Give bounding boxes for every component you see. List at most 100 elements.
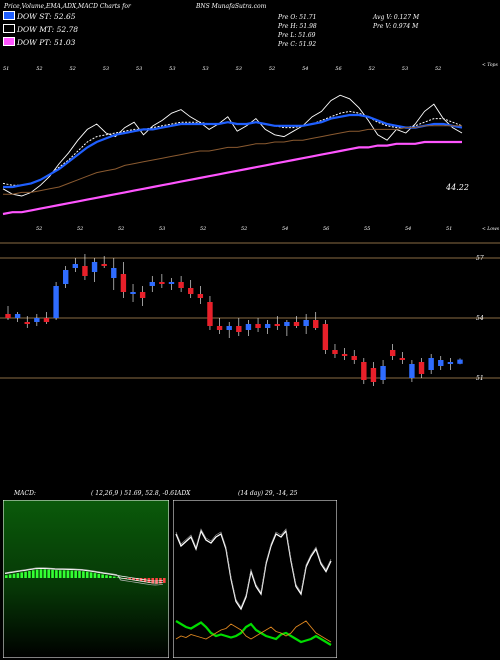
macd-signal-line bbox=[4, 567, 164, 586]
candle-body bbox=[159, 282, 165, 284]
ytick-51: 51 bbox=[476, 375, 484, 382]
legend-label: DOW PT: 51.03 bbox=[17, 38, 76, 47]
info-pre-open: Pre O: 51.71 bbox=[278, 14, 317, 21]
legend-dow-mt: DOW MT: 52.78 bbox=[3, 24, 78, 35]
macd-chart bbox=[3, 500, 169, 658]
candle-body bbox=[63, 270, 69, 284]
macd-histogram-bar bbox=[12, 573, 16, 578]
candle-body bbox=[409, 364, 415, 378]
macd-histogram-bar bbox=[43, 569, 47, 578]
top-tick-label: 52 bbox=[69, 66, 75, 72]
macd-histogram-bar bbox=[16, 573, 20, 578]
candle-body bbox=[43, 318, 50, 322]
top-tick-label: 53 bbox=[236, 66, 242, 72]
top-tick-label: 52 bbox=[36, 66, 42, 72]
macd-histogram-bar bbox=[128, 578, 131, 580]
series-line-ema-fast bbox=[2, 110, 463, 186]
macd-histogram-bar bbox=[70, 570, 74, 578]
macd-histogram-bar bbox=[82, 571, 85, 578]
macd-histogram-bar bbox=[8, 574, 12, 578]
candle-body bbox=[284, 322, 290, 326]
macd-histogram-bar bbox=[51, 569, 54, 578]
series-line-price bbox=[2, 94, 463, 197]
candle-body bbox=[14, 314, 21, 318]
info-pre-high: Pre H: 51.98 bbox=[278, 23, 317, 30]
bottom-tick-label: 52 bbox=[77, 226, 83, 232]
legend-label: DOW MT: 52.78 bbox=[17, 25, 79, 34]
candle-body bbox=[82, 266, 88, 276]
bottom-tick-label: 54 bbox=[405, 226, 411, 232]
candle-body bbox=[188, 288, 194, 294]
top-tick-label: 52 bbox=[435, 66, 441, 72]
candle-body bbox=[5, 314, 11, 318]
macd-params: ( 12,26,9 ) 51.69, 52.8, -0.61 bbox=[91, 490, 178, 497]
candle-body bbox=[101, 264, 107, 266]
legend-swatch bbox=[3, 24, 15, 33]
legend-label: DOW ST: 52.65 bbox=[17, 12, 76, 21]
candle-body bbox=[197, 294, 204, 298]
macd-histogram-bar bbox=[136, 578, 139, 581]
candle-body bbox=[389, 350, 396, 356]
macd-histogram-bar bbox=[20, 572, 24, 578]
adx-label: ADX bbox=[177, 490, 191, 497]
macd-histogram-bar bbox=[47, 569, 50, 578]
candle-body bbox=[178, 282, 184, 288]
adx-background bbox=[173, 500, 337, 658]
macd-histogram-bar bbox=[66, 570, 70, 578]
lows-label: < Lows bbox=[482, 226, 500, 232]
candle-body bbox=[447, 362, 454, 364]
info-pre-close: Pre C: 51.92 bbox=[278, 41, 317, 48]
candle-body bbox=[418, 362, 425, 374]
macd-histogram-bar bbox=[93, 573, 97, 578]
top-tick-label: 53 bbox=[402, 66, 408, 72]
bottom-tick-label: 53 bbox=[159, 226, 165, 232]
info-pre-volume: Pre V: 0.974 M bbox=[373, 23, 419, 30]
candle-body bbox=[399, 358, 405, 360]
candle-body bbox=[264, 324, 271, 328]
candle-body bbox=[34, 318, 40, 322]
macd-histogram-bar bbox=[109, 575, 112, 578]
macd-histogram-bar bbox=[132, 578, 135, 581]
candle-body bbox=[24, 322, 30, 324]
candle-body bbox=[293, 322, 300, 326]
candle-body bbox=[149, 282, 155, 286]
macd-histogram-bar bbox=[55, 570, 58, 578]
macd-label: MACD: bbox=[14, 490, 36, 497]
macd-histogram-bar bbox=[105, 575, 108, 578]
candlestick-chart: 57 54 51 bbox=[0, 242, 500, 386]
macd-histogram-bar bbox=[163, 578, 166, 583]
candle-body bbox=[370, 368, 377, 382]
ema-chart: < Tops < Lows 44.22 51 52 52 53 53 53 53 53 52 54… bbox=[2, 62, 500, 232]
macd-histogram-bar bbox=[139, 578, 143, 582]
macd-signal-line bbox=[4, 568, 164, 582]
tops-label: < Tops bbox=[482, 62, 498, 68]
ytick-57: 57 bbox=[476, 255, 484, 262]
macd-histogram-bar bbox=[124, 578, 128, 579]
top-tick-label: 51 bbox=[3, 66, 9, 72]
bottom-tick-label: 52 bbox=[36, 226, 42, 232]
macd-signal-line bbox=[4, 567, 164, 584]
top-tick-label: 53 bbox=[169, 66, 175, 72]
candle-body bbox=[332, 350, 338, 354]
candle-body bbox=[72, 264, 79, 268]
candle-body bbox=[53, 286, 59, 318]
chart-title: Price,Volume,EMA,ADX,MACD Charts for bbox=[4, 3, 131, 10]
info-avg-volume: Avg V: 0.127 M bbox=[373, 14, 420, 21]
bottom-tick-label: 55 bbox=[364, 226, 370, 232]
macd-histogram-bar bbox=[39, 569, 43, 578]
candle-body bbox=[351, 356, 357, 360]
candle-body bbox=[380, 366, 386, 380]
macd-histogram-bar bbox=[58, 570, 62, 578]
candle-body bbox=[438, 360, 444, 366]
candle-body bbox=[207, 302, 213, 326]
candle-body bbox=[361, 362, 367, 380]
macd-histogram-bar bbox=[85, 571, 89, 578]
top-tick-label: 54 bbox=[302, 66, 308, 72]
candle-body bbox=[457, 359, 463, 364]
macd-histogram-bar bbox=[31, 570, 35, 578]
candle-body bbox=[236, 326, 242, 332]
candle-body bbox=[245, 324, 252, 330]
info-pre-low: Pre L: 51.69 bbox=[278, 32, 316, 39]
series-line-dow-pt bbox=[2, 140, 462, 216]
bottom-tick-label: 52 bbox=[241, 226, 247, 232]
